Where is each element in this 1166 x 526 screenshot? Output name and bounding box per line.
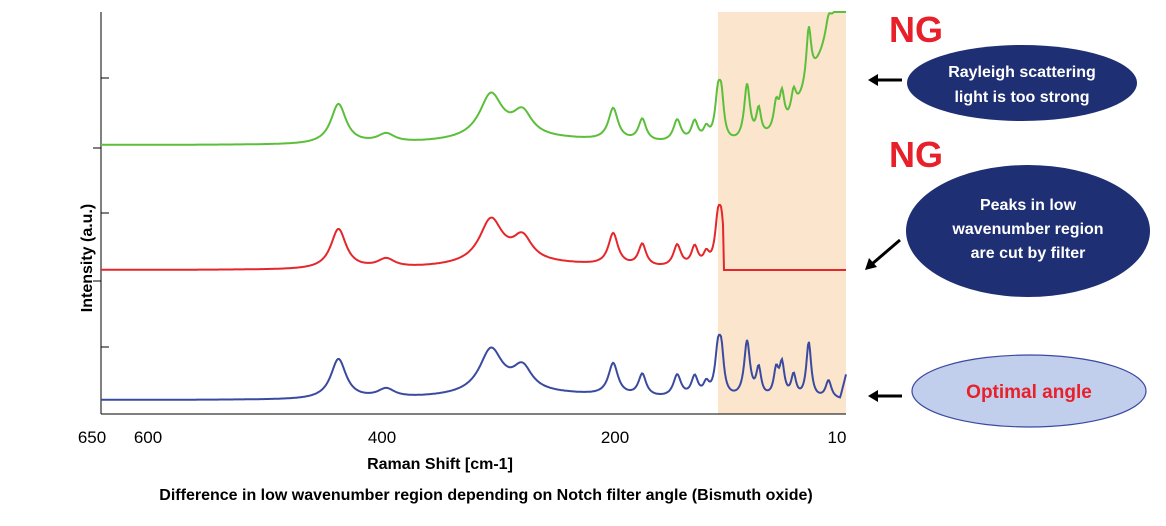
bubble-cut [906,165,1150,297]
series-red-line [101,204,846,271]
x-tick-label-600: 600 [134,428,162,447]
series-blue-line [101,333,847,401]
filter-cut-region [717,12,846,414]
series-green-line [101,11,846,146]
x-tick-label-650: 650 [78,428,106,447]
x-tick-label-400: 400 [368,428,396,447]
figure-caption: Difference in low wavenumber region depe… [159,487,812,504]
bubble-optimal-label: Optimal angle [966,382,1092,403]
arrow-down-left-icon [865,238,901,270]
ng-label-middle: NG [889,134,943,175]
y-axis-title: Intensity (a.u.) [79,204,96,312]
bubble-cut-line1: Peaks in low [980,197,1077,214]
bubble-rayleigh-line1: Rayleigh scattering [948,64,1096,81]
bubble-rayleigh [907,45,1137,121]
bubble-cut-line2: wavenumber region [951,221,1103,238]
arrow-left-icon [868,390,902,402]
x-axis-title: Raman Shift [cm-1] [367,456,513,473]
bubble-optimal [911,354,1147,428]
arrow-left-icon [868,74,902,86]
x-tick-label-10: 10 [828,428,847,447]
bubble-rayleigh-line2: light is too strong [954,89,1089,106]
bubble-cut-line3: are cut by filter [971,245,1086,262]
ng-label-top: NG [889,9,943,50]
x-tick-label-200: 200 [601,428,629,447]
